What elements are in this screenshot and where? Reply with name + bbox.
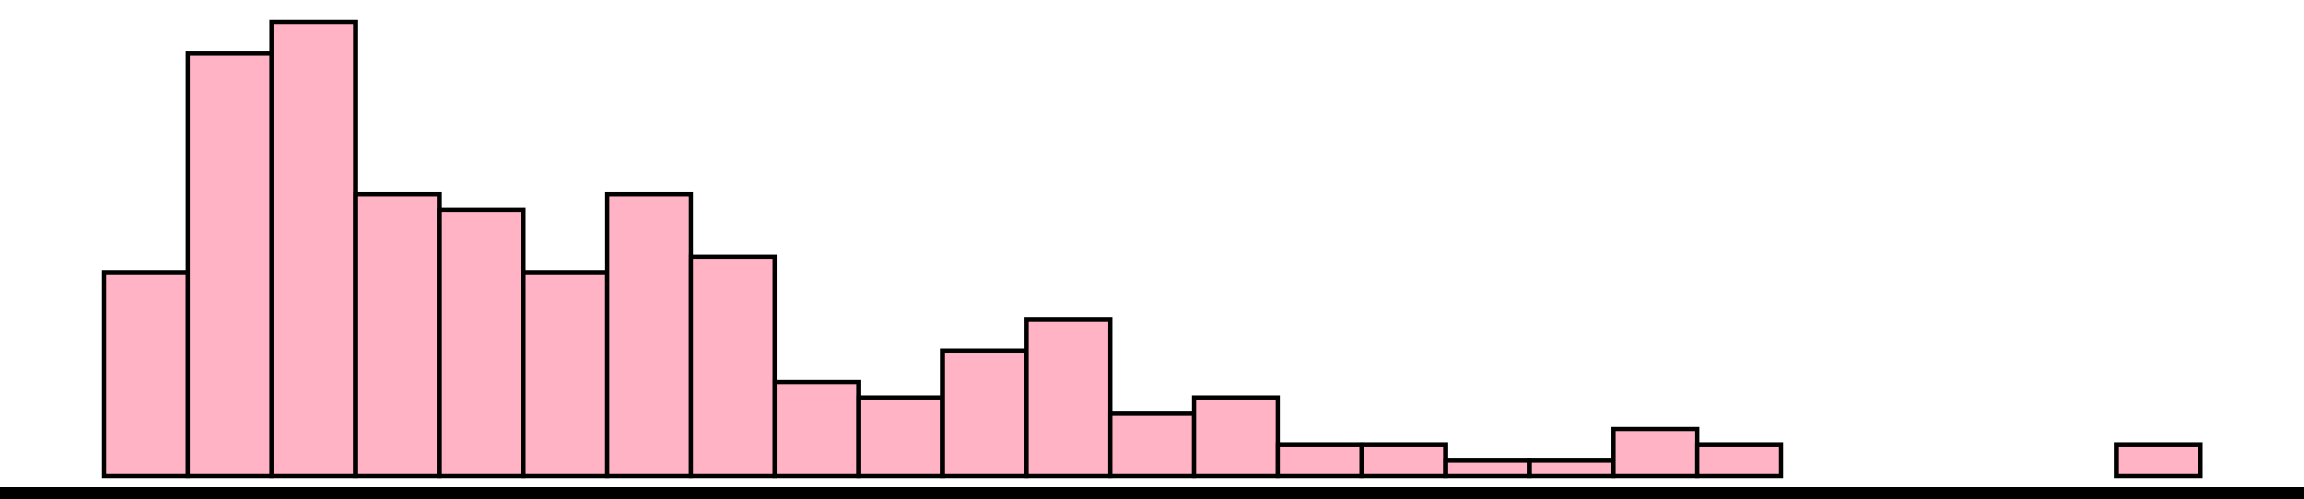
histogram-bar-16	[1359, 442, 1448, 479]
histogram-bar-2	[185, 51, 274, 479]
histogram-bar-1	[101, 270, 191, 479]
histogram-bar-20	[1694, 442, 1784, 479]
histogram-bar-13	[1107, 411, 1197, 479]
histogram-bar-15	[1275, 442, 1365, 479]
histogram-bar-18	[1527, 458, 1616, 479]
histogram-bar-9	[772, 379, 861, 479]
histogram-bar-19	[1611, 426, 1700, 479]
x-axis-line	[0, 487, 2304, 499]
histogram-bar-17	[1443, 458, 1532, 479]
histogram-bar-7	[604, 191, 694, 479]
histogram-bar-11	[940, 348, 1029, 479]
histogram-bar-3	[269, 19, 358, 479]
histogram-bar-10	[856, 395, 945, 479]
histogram-bar-6	[521, 270, 610, 479]
histogram-bar-5	[437, 207, 526, 479]
bar-group	[101, 19, 2203, 479]
histogram-bar-8	[688, 254, 778, 479]
histogram-bar-12	[1024, 317, 1113, 479]
histogram-bar-25	[2114, 442, 2203, 479]
histogram-bar-4	[353, 191, 442, 479]
histogram-bar-14	[1191, 395, 1281, 479]
